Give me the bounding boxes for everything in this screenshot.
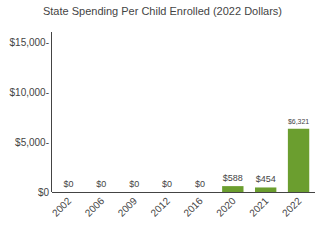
svg-text:2020: 2020: [214, 195, 238, 219]
svg-text:$0: $0: [63, 179, 73, 189]
svg-text:$588: $588: [223, 173, 243, 183]
svg-text:2022: 2022: [280, 195, 304, 219]
svg-text:2002: 2002: [50, 195, 74, 219]
svg-text:$6,321: $6,321: [288, 118, 309, 125]
svg-text:$0: $0: [38, 187, 50, 198]
svg-text:$454: $454: [256, 174, 276, 184]
svg-text:$0: $0: [162, 179, 172, 189]
svg-text:2021: 2021: [247, 195, 271, 219]
svg-text:$0: $0: [195, 179, 205, 189]
svg-text:State Spending Per Child Enrol: State Spending Per Child Enrolled (2022 …: [43, 5, 282, 17]
svg-text:$10,000-: $10,000-: [10, 87, 49, 98]
svg-text:$0: $0: [129, 179, 139, 189]
svg-text:$15,000-: $15,000-: [10, 37, 49, 48]
svg-text:2012: 2012: [148, 195, 172, 219]
svg-text:2009: 2009: [116, 195, 140, 219]
svg-text:2006: 2006: [83, 195, 107, 219]
svg-text:$5,000-: $5,000-: [15, 137, 49, 148]
svg-text:2016: 2016: [181, 195, 205, 219]
svg-text:$0: $0: [96, 179, 106, 189]
